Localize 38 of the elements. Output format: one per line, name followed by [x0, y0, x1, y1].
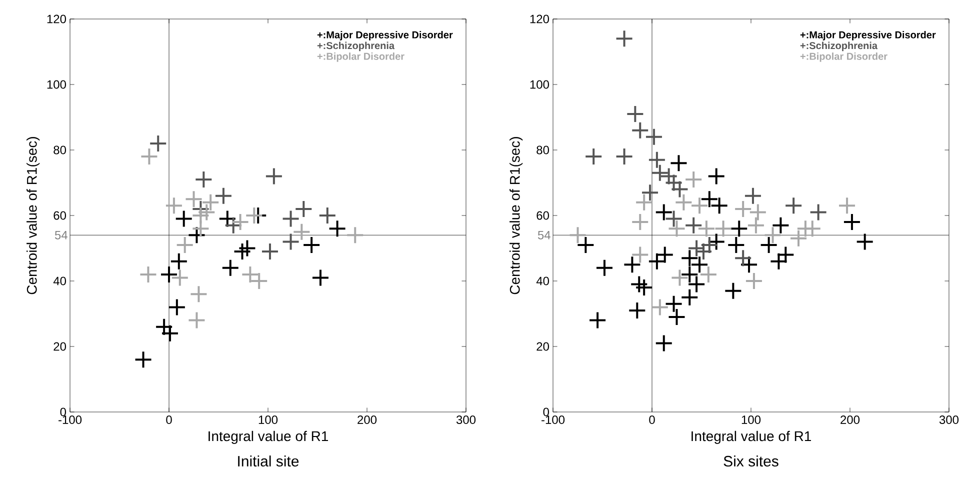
y-axis-title: Centroid value of R1(sec): [26, 137, 40, 294]
text: Six sites: [724, 456, 778, 467]
legend-label: +:Major Depressive Disorder: [800, 31, 936, 40]
y-tick-label: 20: [54, 342, 66, 351]
x-tick-label: -100: [58, 416, 82, 424]
text: +:Bipolar Disorder: [317, 52, 404, 62]
text: +:Schizophrenia: [800, 42, 878, 52]
ref-line-label: 54: [538, 230, 550, 240]
y-tick-label: 40: [536, 276, 550, 286]
x-tick-label: 100: [258, 416, 278, 424]
y-tick-label: 120: [530, 14, 549, 24]
y-tick-label: 20: [536, 342, 550, 351]
x-tick-label: 100: [742, 416, 761, 424]
y-tick-label: 60: [536, 211, 550, 220]
x-tick-label: 0: [649, 416, 655, 424]
x-tick-label: 0: [166, 416, 172, 424]
y-tick-label: 0: [60, 408, 66, 416]
y-axis-title: Centroid value of R1(sec): [510, 137, 523, 294]
y-tick-label: 40: [53, 276, 66, 286]
y-tick-label: 80: [536, 146, 550, 154]
y-tick-label: 80: [54, 146, 66, 154]
x-tick-label: 200: [840, 416, 860, 424]
y-tick-label: 100: [530, 80, 549, 89]
ref-line-label: 54: [54, 230, 68, 240]
x-tick-label: 200: [358, 416, 377, 424]
text: +:Schizophrenia: [317, 42, 395, 52]
x-tick-label: -100: [542, 416, 565, 424]
x-axis-title: Integral value of R1: [692, 430, 811, 444]
x-tick-label: 300: [939, 416, 959, 424]
y-tick-label: 60: [54, 211, 66, 220]
text: Initial site: [238, 456, 299, 467]
y-tick-label: 100: [47, 80, 66, 89]
y-tick-label: 0: [543, 408, 550, 416]
y-tick-label: 120: [47, 14, 66, 24]
x-tick-label: 300: [456, 416, 476, 424]
x-axis-title: Integral value of R1: [208, 430, 328, 444]
text: +:Bipolar Disorder: [800, 52, 888, 62]
legend-label: +:Major Depressive Disorder: [317, 31, 453, 40]
